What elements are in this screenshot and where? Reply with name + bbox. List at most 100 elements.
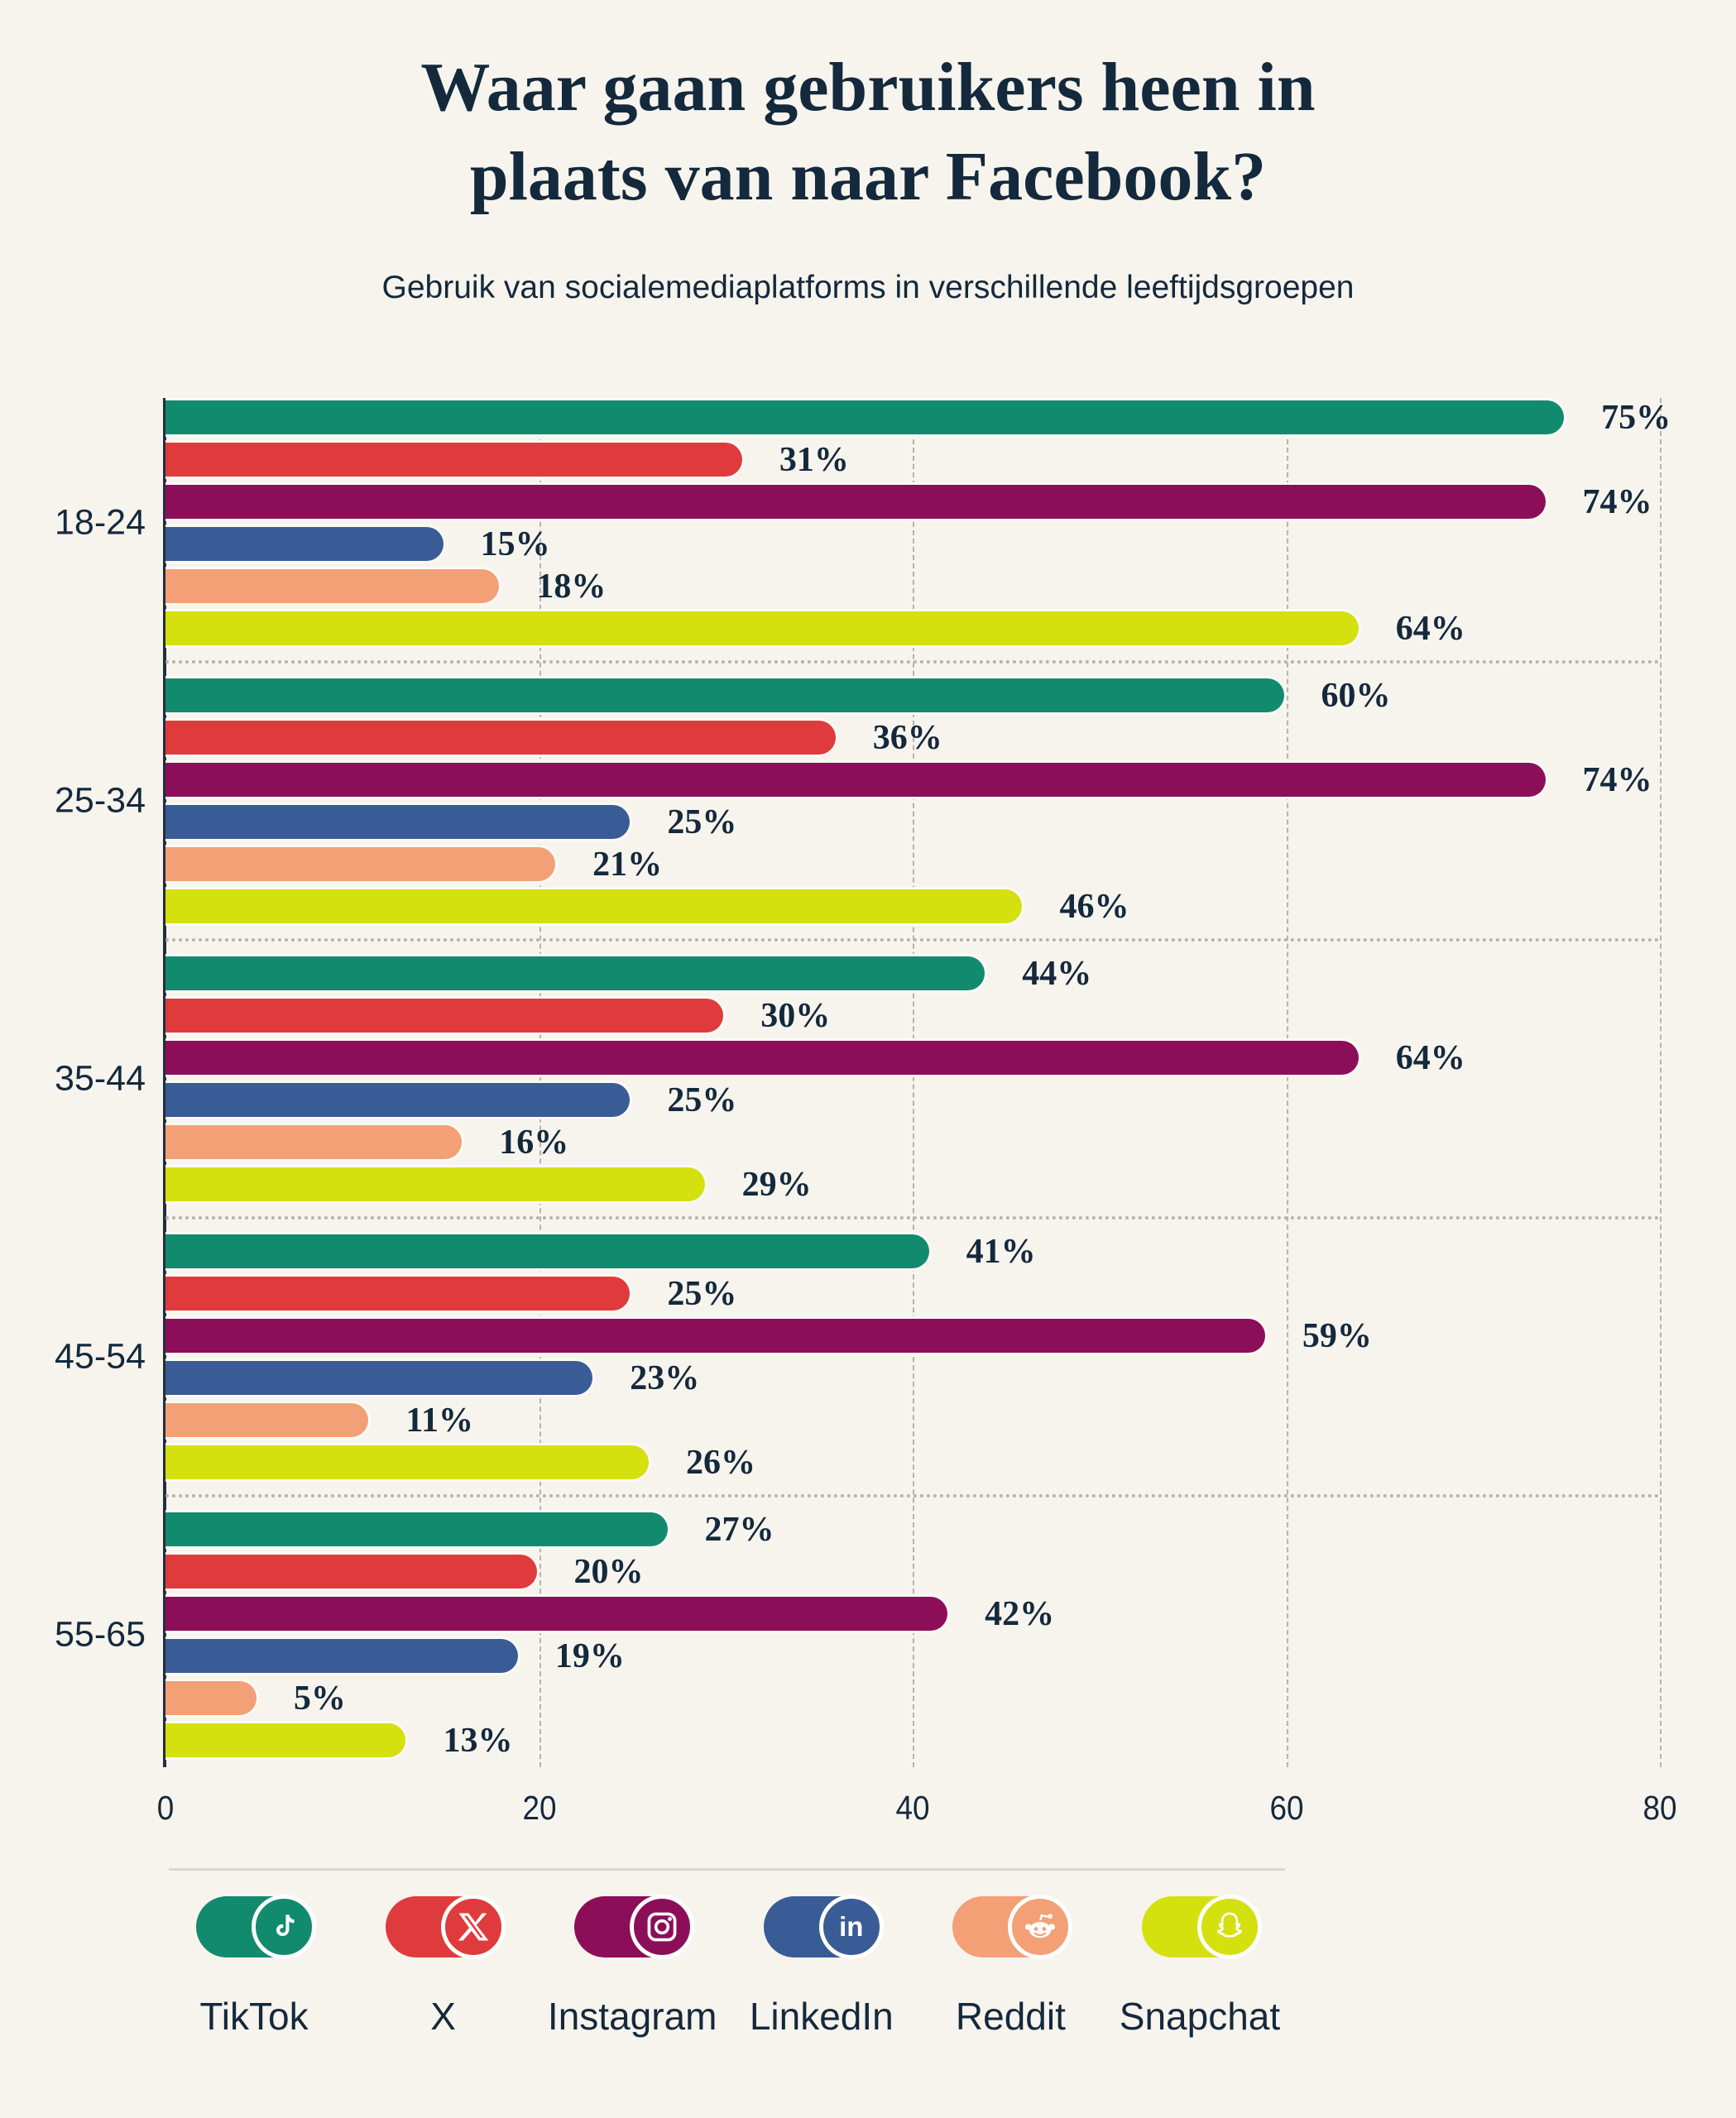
bar-value-label: 11% — [405, 1401, 473, 1440]
y-axis-line — [163, 398, 166, 1767]
reddit-bar — [165, 845, 559, 884]
instagram-bar — [165, 1594, 951, 1633]
bar-value-label: 25% — [667, 1274, 737, 1313]
bar-row: 27% — [165, 1510, 1660, 1549]
group-separator — [165, 660, 1660, 664]
age-label: 35-44 — [55, 1058, 146, 1099]
bar-row: 30% — [165, 996, 1660, 1035]
group-separator — [165, 1216, 1660, 1220]
tiktok-bar — [165, 954, 988, 993]
bar-value-label: 20% — [573, 1552, 644, 1591]
bar-value-label: 36% — [872, 718, 942, 757]
age-label: 55-65 — [55, 1614, 146, 1655]
group-separator — [165, 938, 1660, 942]
bar-value-label: 44% — [1022, 954, 1092, 993]
snapchat-bar — [165, 887, 1025, 926]
legend-item-snapchat: Snapchat — [1115, 1895, 1285, 2039]
bar-value-label: 21% — [592, 845, 663, 884]
bar-value-label: 27% — [704, 1510, 774, 1549]
snapchat-bar — [165, 1721, 409, 1760]
bar-row: 44% — [165, 954, 1660, 993]
bar-row: 15% — [165, 525, 1660, 563]
bar-row: 41% — [165, 1232, 1660, 1271]
group-separator — [165, 1494, 1660, 1497]
linkedin-bar — [165, 525, 446, 563]
snapchat-bar — [165, 1165, 707, 1204]
x-badge — [385, 1895, 506, 1959]
bar-value-label: 74% — [1582, 760, 1652, 799]
linkedin-icon: in — [818, 1895, 884, 1959]
legend-label: Reddit — [955, 1995, 1066, 2038]
x-bar — [165, 440, 745, 479]
x-tick-label: 20 — [521, 1789, 557, 1827]
bar-value-label: 41% — [966, 1232, 1036, 1271]
instagram-bar — [165, 1316, 1268, 1355]
bar-row: 46% — [165, 887, 1660, 926]
age-label: 25-34 — [55, 780, 146, 821]
bar-row: 26% — [165, 1443, 1660, 1482]
legend-label: X — [430, 1995, 456, 2038]
bar-row: 18% — [165, 567, 1660, 606]
bar-row: 60% — [165, 676, 1660, 715]
bar-value-label: 19% — [554, 1636, 625, 1675]
bar-row: 74% — [165, 482, 1660, 521]
bar-value-label: 31% — [779, 440, 849, 479]
x-tick-label: 40 — [895, 1789, 930, 1827]
x-icon — [440, 1895, 506, 1959]
bar-row: 64% — [165, 1038, 1660, 1077]
bar-value-label: 42% — [985, 1594, 1055, 1633]
linkedin-bar — [165, 1081, 633, 1119]
bar-value-label: 26% — [685, 1443, 755, 1482]
bar-value-label: 75% — [1601, 398, 1671, 437]
bar-row: 25% — [165, 1274, 1660, 1313]
age-label: 18-24 — [55, 502, 146, 543]
age-group: 35-44 44% 30% 64% 25% 16% 29% — [55, 954, 1660, 1220]
bar-row: 29% — [165, 1165, 1660, 1204]
x-bar — [165, 718, 838, 757]
bar-row: 59% — [165, 1316, 1660, 1355]
snapchat-bar — [165, 1443, 651, 1482]
bar-value-label: 59% — [1302, 1316, 1372, 1355]
bar-value-label: 25% — [667, 803, 737, 841]
bar-value-label: 23% — [630, 1358, 700, 1397]
instagram-icon — [630, 1895, 695, 1959]
instagram-bar — [165, 760, 1548, 799]
x-bar — [165, 996, 727, 1035]
tiktok-bar — [165, 1232, 932, 1271]
legend-label: Snapchat — [1119, 1995, 1281, 2038]
bar-row: 31% — [165, 440, 1660, 479]
legend-item-tiktok: TikTok — [169, 1895, 339, 2039]
bar-row: 11% — [165, 1401, 1660, 1440]
age-group: 25-34 60% 36% 74% 25% 21% 46% — [55, 676, 1660, 942]
reddit-badge — [952, 1895, 1073, 1959]
page-title-line-1: Waar gaan gebruikers heen in — [420, 49, 1316, 126]
bar-value-label: 64% — [1395, 1038, 1465, 1077]
bar-value-label: 16% — [499, 1123, 569, 1162]
linkedin-bar — [165, 803, 633, 841]
instagram-bar — [165, 1038, 1361, 1077]
bar-value-label: 29% — [741, 1165, 812, 1204]
bar-value-label: 46% — [1059, 887, 1129, 926]
tiktok-icon — [252, 1895, 316, 1959]
bar-row: 19% — [165, 1636, 1660, 1675]
page-title: Waar gaan gebruikers heen in plaats van … — [0, 43, 1736, 221]
legend-divider — [169, 1868, 1285, 1871]
bar-row: 25% — [165, 1081, 1660, 1119]
bar-row: 13% — [165, 1721, 1660, 1760]
reddit-bar — [165, 1123, 465, 1162]
grid-line-60 — [1286, 398, 1288, 1767]
bar-value-label: 5% — [293, 1679, 346, 1718]
bar-value-label: 18% — [536, 567, 607, 606]
bar-row: 36% — [165, 718, 1660, 757]
grid-line-40 — [913, 398, 914, 1767]
instagram-bar — [165, 482, 1548, 521]
chart-subtitle: Gebruik van socialemediaplatforms in ver… — [381, 270, 1355, 305]
age-group: 45-54 41% 25% 59% 23% 11% 26% — [55, 1232, 1660, 1497]
linkedin-bar — [165, 1636, 520, 1675]
bar-value-label: 25% — [667, 1081, 737, 1119]
linkedin-bar — [165, 1358, 596, 1397]
snapchat-icon — [1196, 1895, 1262, 1959]
legend-item-linkedin: in LinkedIn — [736, 1895, 907, 2039]
legend-item-x: X — [358, 1895, 529, 2039]
bar-chart-plot: 0 20 40 60 80 18-24 75% 31% 74% 15% 18% 64% 25-34 60%… — [55, 398, 1677, 1827]
